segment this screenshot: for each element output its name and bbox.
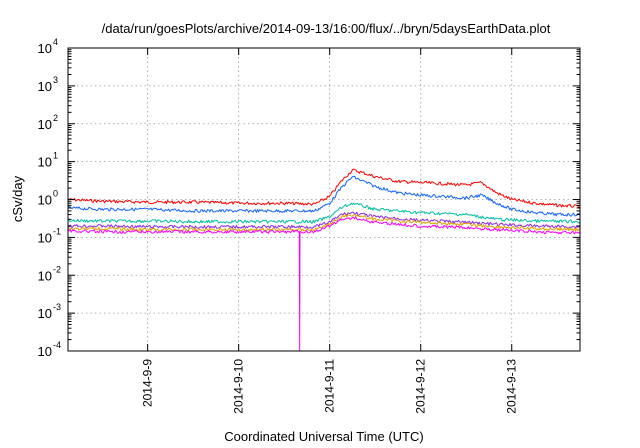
y-tick-base: 10 bbox=[38, 230, 52, 245]
y-tick-label: 10 bbox=[38, 155, 52, 170]
y-tick-base: 10 bbox=[38, 193, 52, 208]
x-tick-label: 2014-9-10 bbox=[232, 359, 246, 414]
y-tick-exponent: 3 bbox=[53, 75, 58, 85]
y-tick-label: 10 bbox=[38, 230, 52, 245]
series-line-3 bbox=[67, 202, 581, 224]
x-tick-label: 2014-9-12 bbox=[414, 359, 428, 414]
y-tick-base: 10 bbox=[38, 117, 52, 132]
y-tick-label: 10 bbox=[38, 306, 52, 321]
y-tick-label: 10 bbox=[38, 117, 52, 132]
y-tick-base: 10 bbox=[38, 155, 52, 170]
y-tick-exponent: 2 bbox=[53, 113, 58, 123]
series-line-6 bbox=[67, 216, 581, 352]
y-tick-base: 10 bbox=[38, 268, 52, 283]
chart-title: /data/run/goesPlots/archive/2014-09-13/1… bbox=[102, 21, 551, 36]
y-tick-label: 10 bbox=[38, 79, 52, 94]
x-axis-label: Coordinated Universal Time (UTC) bbox=[224, 429, 423, 444]
tick-layer bbox=[68, 47, 580, 352]
grid bbox=[68, 48, 580, 351]
y-tick-exponent: -3 bbox=[53, 302, 61, 312]
y-tick-exponent: 4 bbox=[53, 37, 58, 47]
y-tick-base: 10 bbox=[38, 344, 52, 359]
x-tick-label: 2014-9-13 bbox=[505, 359, 519, 414]
y-tick-exponent: -2 bbox=[53, 264, 61, 274]
y-tick-label: 10 bbox=[38, 344, 52, 359]
series-line-1 bbox=[67, 168, 581, 209]
y-tick-exponent: 0 bbox=[53, 189, 58, 199]
y-tick-label: 10 bbox=[38, 193, 52, 208]
y-tick-label: 10 bbox=[38, 268, 52, 283]
y-tick-exponent: 1 bbox=[53, 151, 58, 161]
y-tick-base: 10 bbox=[38, 41, 52, 56]
x-tick-labels: 2014-9-9 2014-9-10 2014-9-11 2014-9-12 2014-… bbox=[141, 359, 519, 414]
y-tick-exponent: -4 bbox=[53, 340, 61, 350]
x-tick-label: 2014-9-11 bbox=[323, 359, 337, 413]
y-tick-base: 10 bbox=[38, 79, 52, 94]
y-tick-label: 10 bbox=[38, 41, 52, 56]
series-line-5 bbox=[67, 213, 581, 232]
y-tick-base: 10 bbox=[38, 306, 52, 321]
series-line-4 bbox=[67, 211, 581, 229]
series-line-2 bbox=[67, 175, 581, 217]
series-layer bbox=[67, 168, 581, 352]
y-tick-exponent: -1 bbox=[53, 226, 61, 236]
y-axis-label: cSv/day bbox=[10, 175, 25, 222]
x-tick-label: 2014-9-9 bbox=[141, 359, 155, 407]
